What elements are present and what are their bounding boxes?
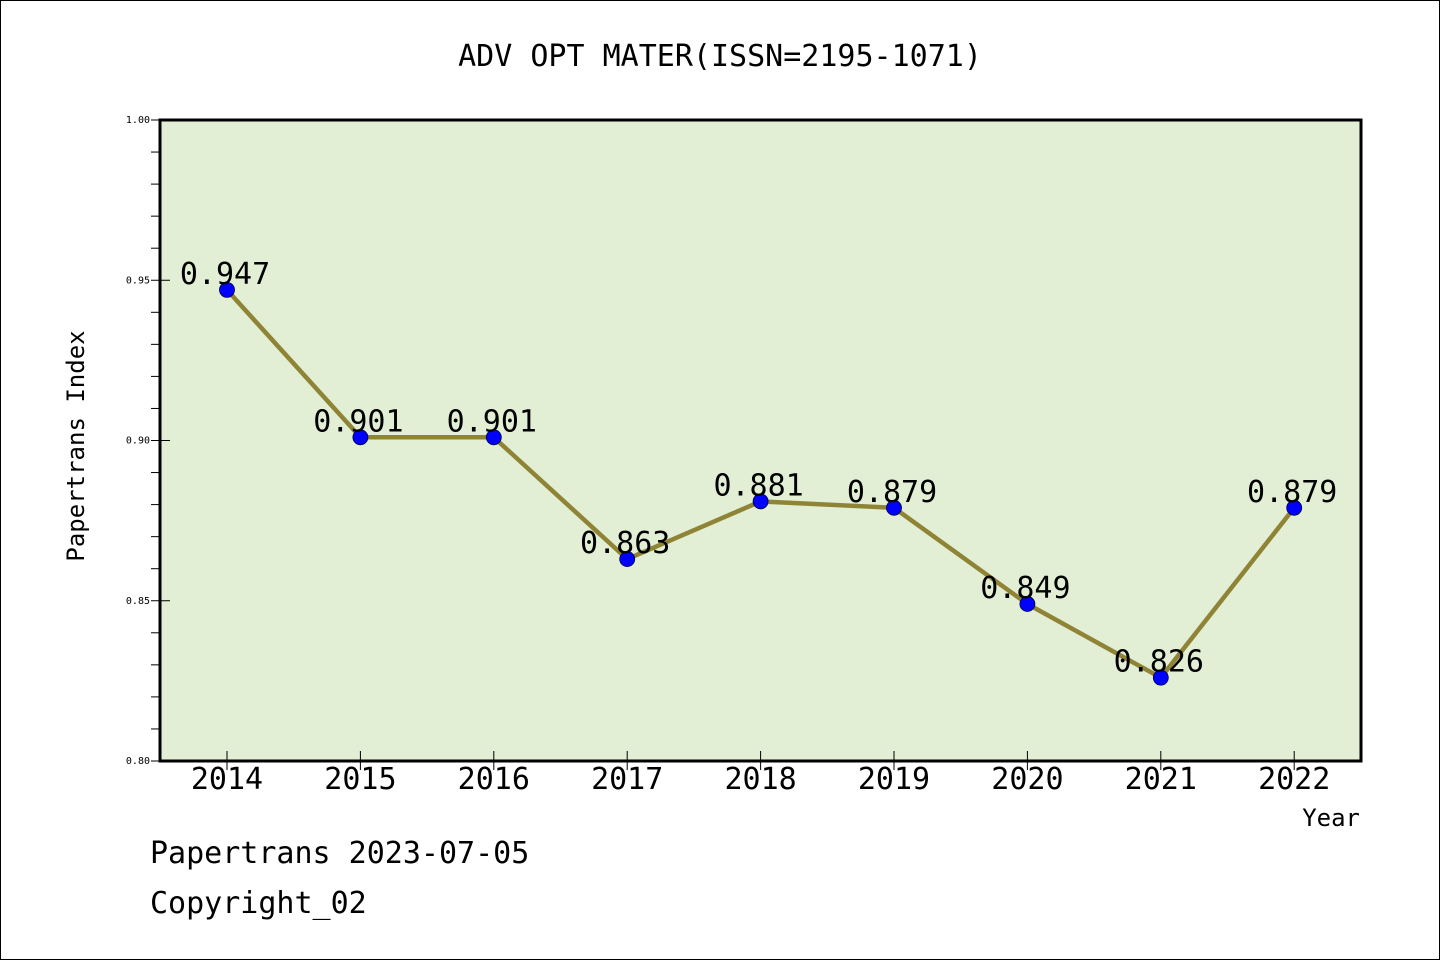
x-tick-label: 2021 — [1125, 762, 1197, 797]
data-label: 0.849 — [980, 571, 1070, 606]
data-point — [1152, 669, 1169, 686]
data-point — [752, 493, 769, 510]
data-point — [219, 281, 235, 298]
data-label: 0.879 — [1247, 475, 1337, 510]
data-label: 0.881 — [713, 468, 803, 503]
y-tick-label: 0.95 — [126, 275, 150, 286]
y-tick-label: 0.85 — [126, 596, 150, 607]
y-axis: 0.80 0.85 0.90 0.95 1.00 — [126, 115, 170, 767]
x-tick-label: 2019 — [858, 762, 930, 797]
x-axis-title: Year — [1302, 804, 1360, 832]
data-label: 0.826 — [1114, 645, 1204, 680]
x-tick-label: 2017 — [591, 762, 663, 797]
data-label: 0.901 — [313, 404, 403, 439]
x-tick-label: 2015 — [324, 762, 396, 797]
series — [219, 281, 1303, 686]
y-tick-label: 1.00 — [126, 115, 150, 126]
data-point — [886, 499, 902, 516]
data-point — [485, 429, 502, 446]
x-tick-label: 2018 — [724, 762, 796, 797]
data-label: 0.947 — [180, 257, 270, 292]
data-point — [1286, 499, 1303, 516]
x-tick-label: 2020 — [991, 762, 1063, 797]
data-label: 0.879 — [847, 475, 937, 510]
x-tick-label: 2016 — [458, 762, 530, 797]
data-label: 0.901 — [447, 404, 537, 439]
data-labels: 0.947 0.901 0.901 0.863 0.881 0.879 0.849 0.826… — [180, 257, 1338, 680]
y-tick-label: 0.90 — [126, 436, 150, 447]
data-label: 0.863 — [580, 526, 670, 561]
chart-title: ADV OPT MATER(ISSN=2195-1071) — [458, 39, 982, 74]
x-tick-label: 2014 — [191, 762, 263, 797]
data-point — [1019, 596, 1036, 612]
x-tick-label: 2022 — [1258, 762, 1330, 797]
y-axis-title: Papertrans Index — [62, 330, 90, 561]
data-point — [352, 429, 369, 446]
data-point — [619, 551, 636, 567]
footer-source: Papertrans 2023-07-05 — [150, 836, 530, 871]
x-axis: 2014 2015 2016 2017 2018 2019 2020 2021 2022 — [191, 751, 1330, 797]
y-tick-label: 0.80 — [126, 756, 150, 767]
footer-copyright: Copyright_02 — [150, 886, 367, 921]
